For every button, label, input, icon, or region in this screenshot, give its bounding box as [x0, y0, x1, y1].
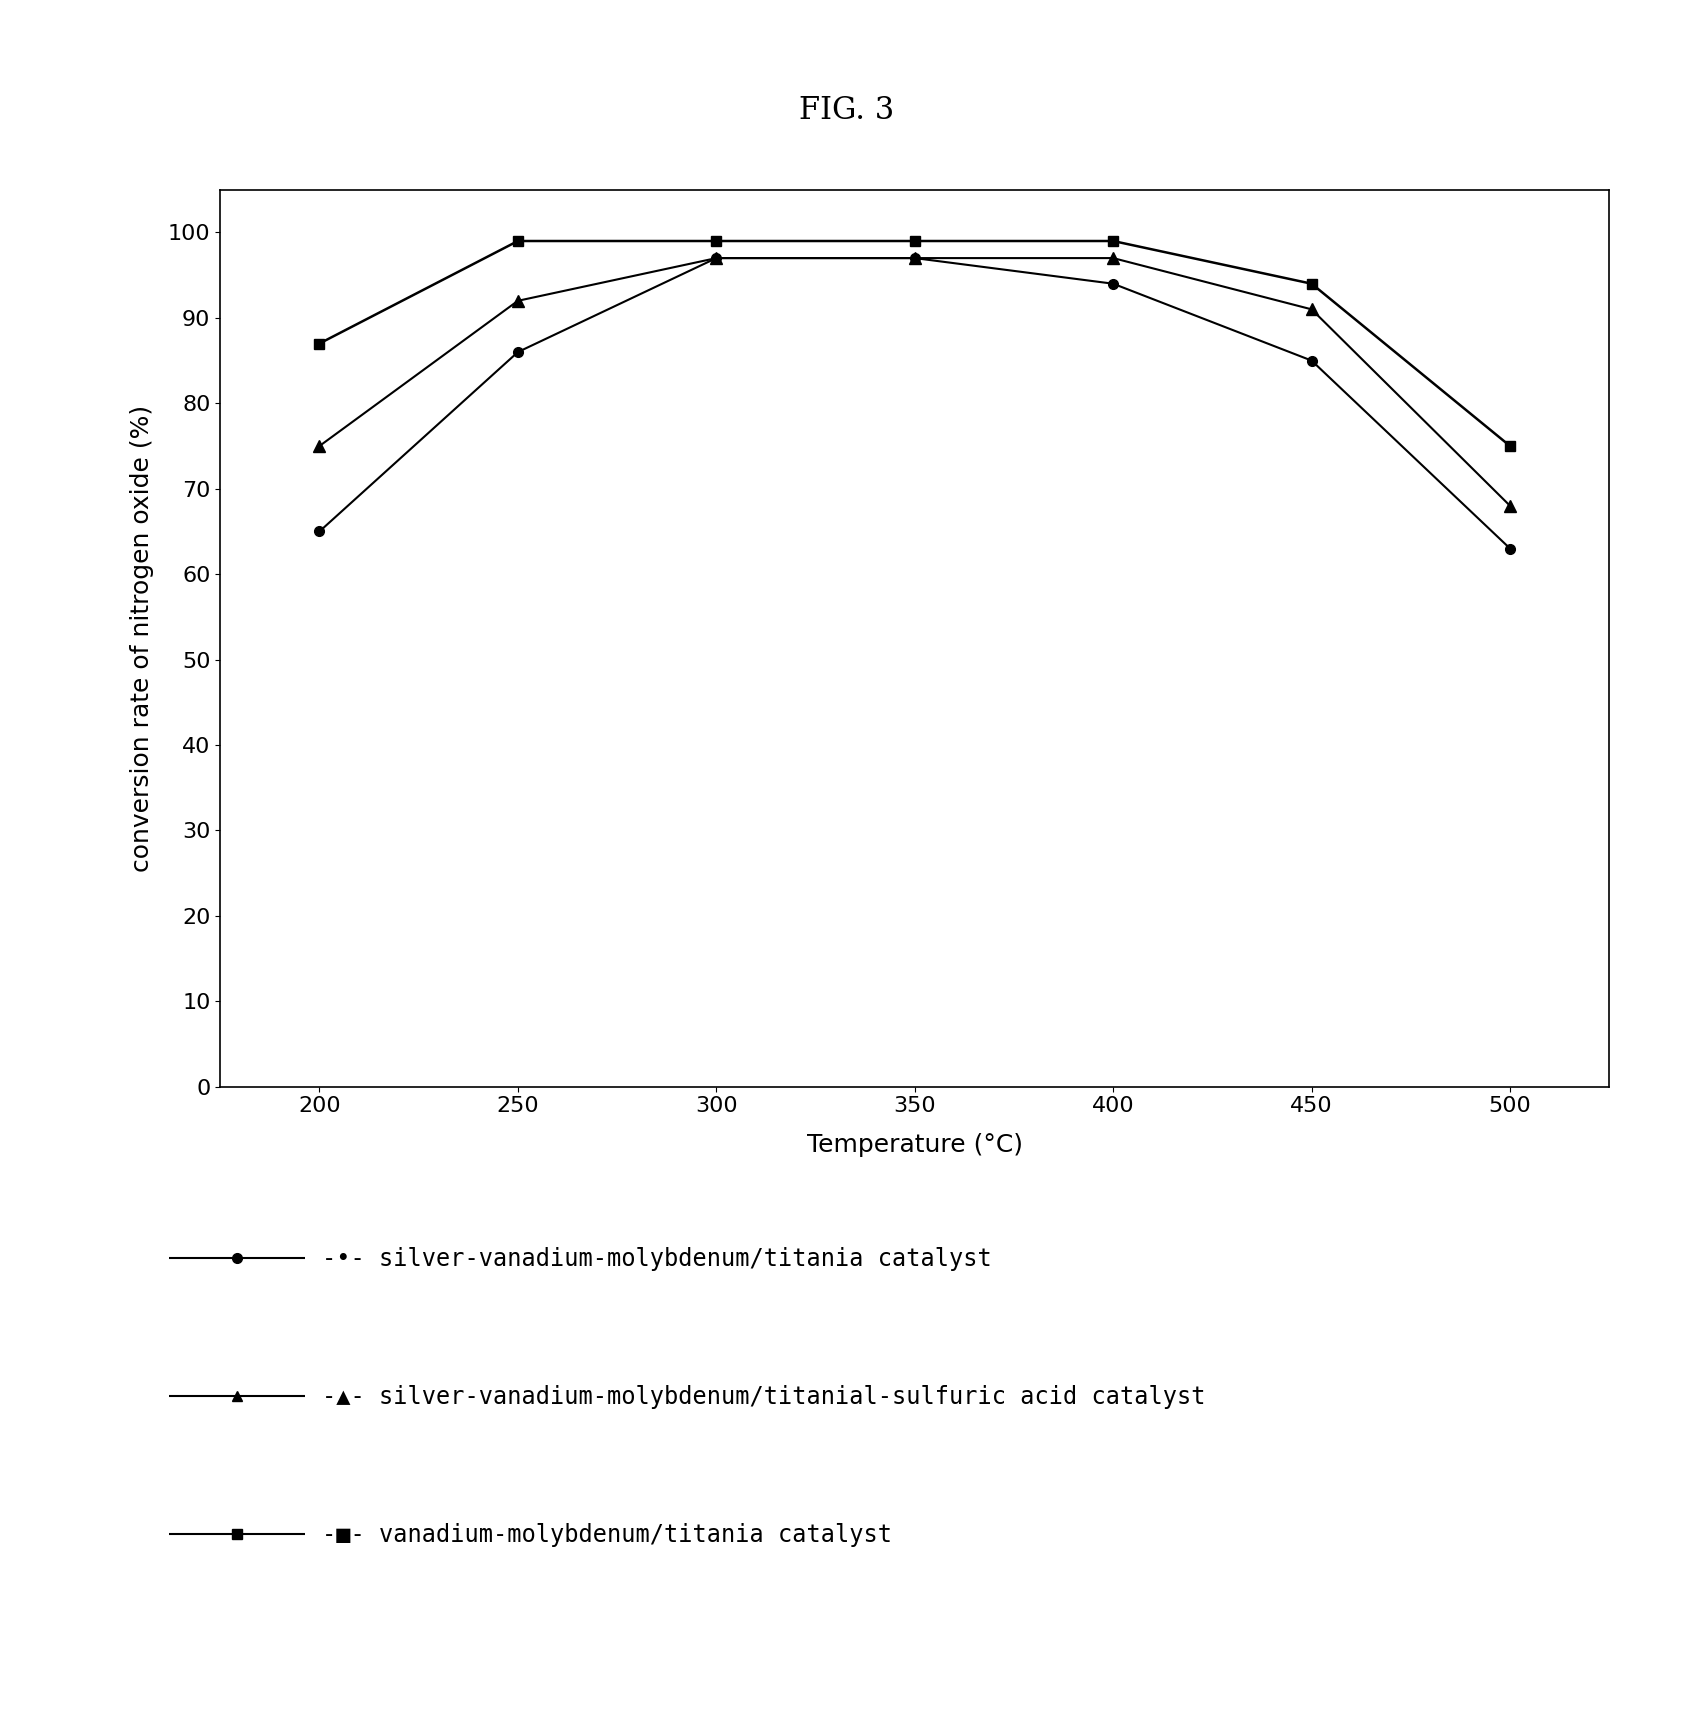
Y-axis label: conversion rate of nitrogen oxide (%): conversion rate of nitrogen oxide (%) [130, 405, 154, 871]
Text: -▲- silver-vanadium-molybdenum/titanial-sulfuric acid catalyst: -▲- silver-vanadium-molybdenum/titanial-… [322, 1385, 1206, 1409]
X-axis label: Temperature (°C): Temperature (°C) [806, 1133, 1023, 1157]
Text: -•- silver-vanadium-molybdenum/titania catalyst: -•- silver-vanadium-molybdenum/titania c… [322, 1247, 991, 1271]
Text: FIG. 3: FIG. 3 [800, 95, 894, 126]
Text: -■- vanadium-molybdenum/titania catalyst: -■- vanadium-molybdenum/titania catalyst [322, 1523, 891, 1547]
